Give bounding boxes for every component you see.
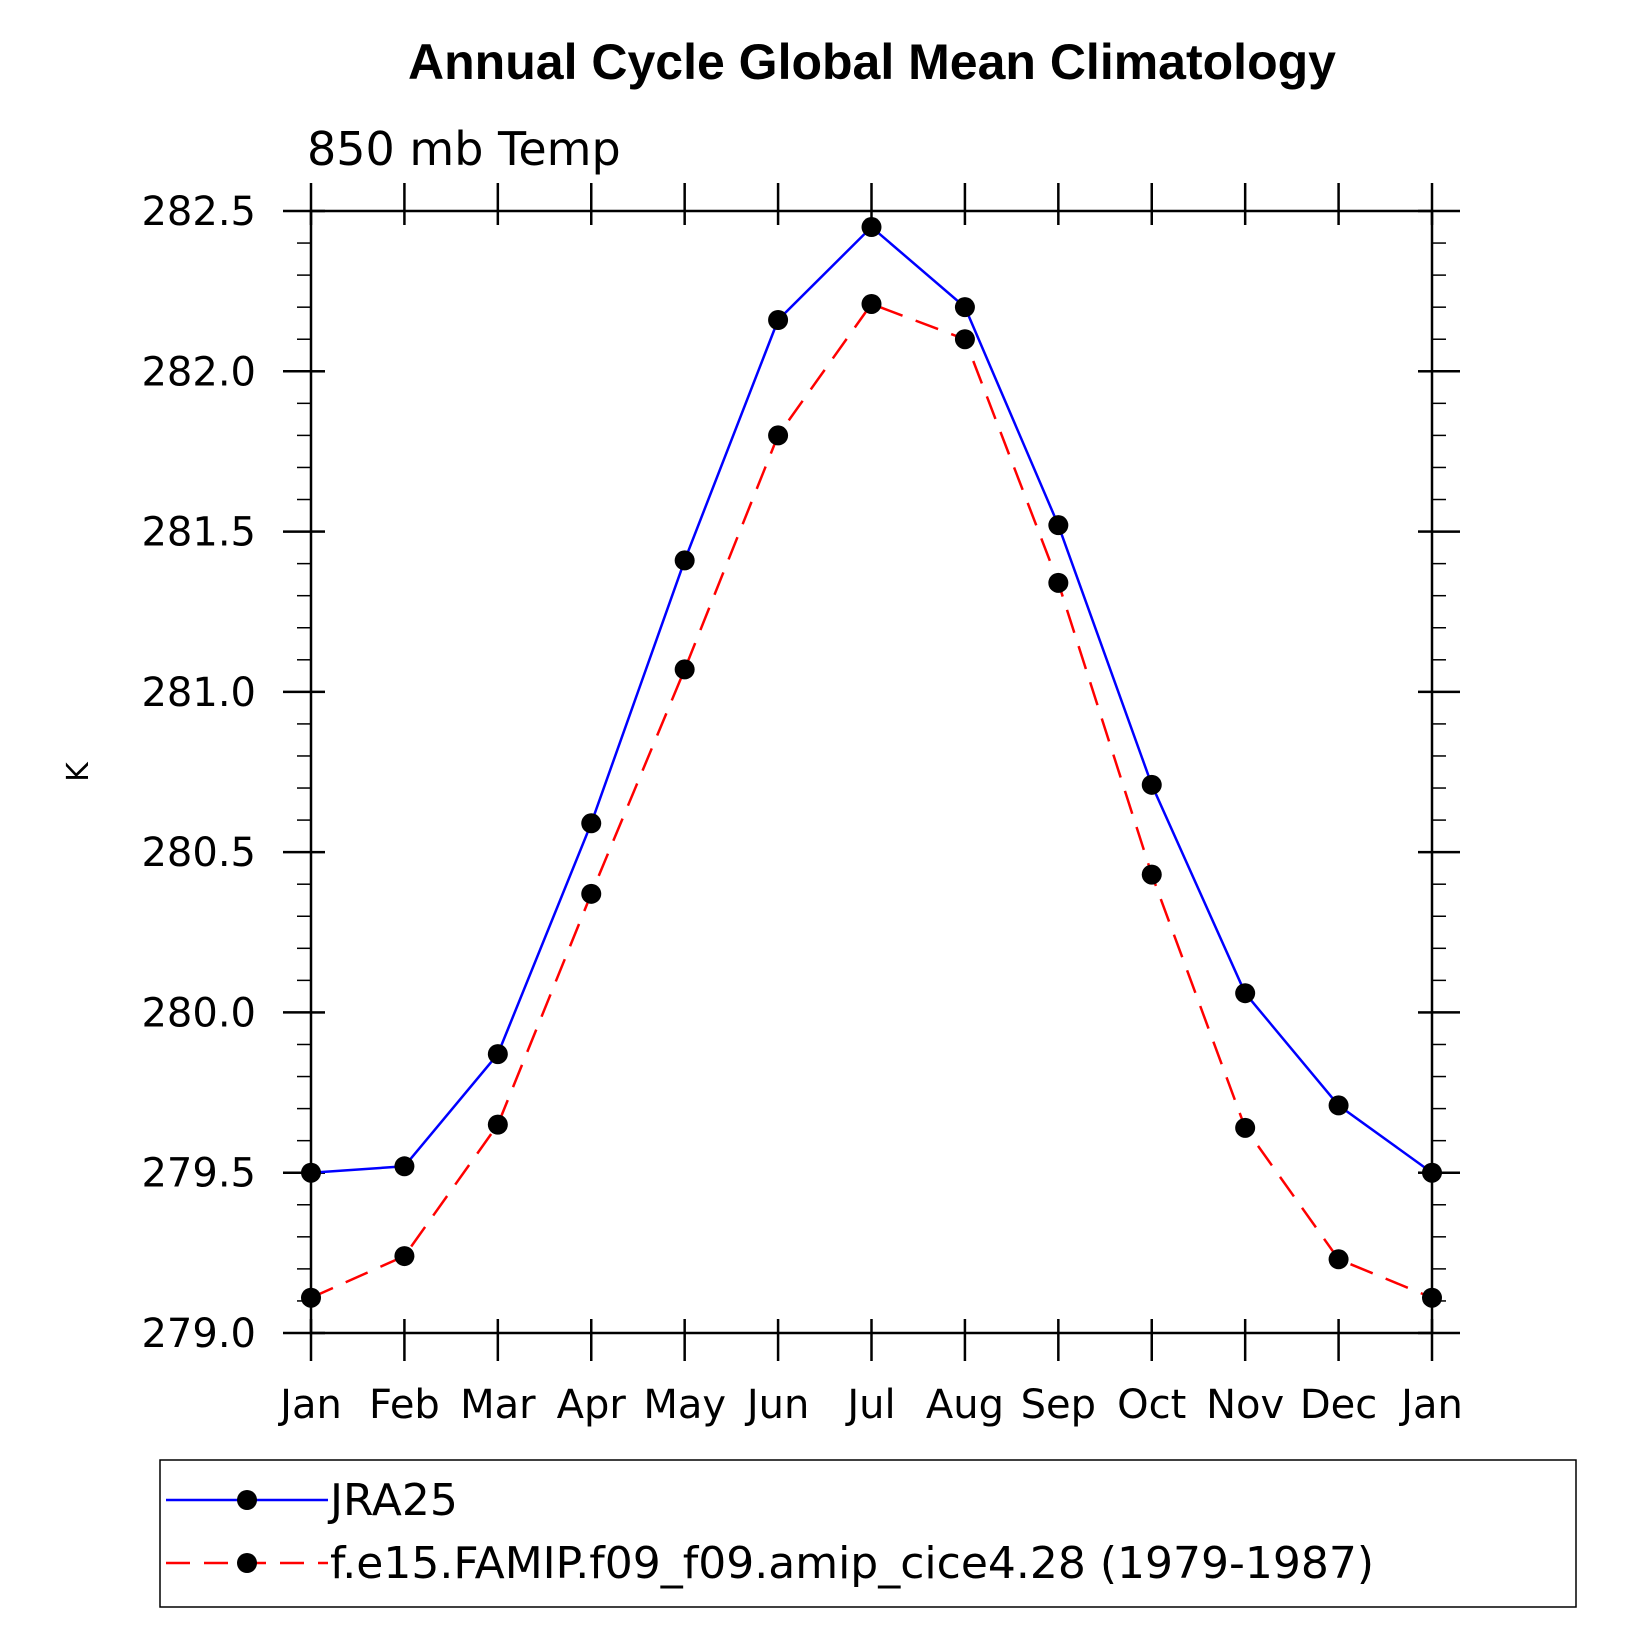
series-layer <box>301 217 1442 1308</box>
legend: JRA25 f.e15.FAMIP.f09_f09.amip_cice4.28 … <box>159 1459 1577 1608</box>
x-tick-label: Jun <box>744 1382 810 1428</box>
x-tick-label: Feb <box>369 1382 440 1428</box>
y-tick-label: 280.0 <box>141 990 256 1036</box>
y-tick-label: 279.0 <box>141 1311 256 1357</box>
data-point-series-1 <box>1422 1287 1442 1308</box>
legend-box <box>159 1459 1577 1608</box>
data-point-series-0 <box>301 1162 321 1183</box>
x-tick-label: Nov <box>1206 1382 1284 1428</box>
data-point-series-1 <box>1048 572 1069 593</box>
tick-labels: Jan Feb Mar Apr May Jun Jul Aug Sep Oct Nov Dec Jan 2… <box>141 189 1462 1428</box>
y-tick-label: 281.0 <box>141 670 256 716</box>
x-tick-label: Jan <box>1398 1382 1463 1428</box>
legend-label-famip: f.e15.FAMIP.f09_f09.amip_cice4.28 (1979-… <box>330 1538 1374 1589</box>
data-point-series-0 <box>954 297 975 318</box>
x-tick-label: Jul <box>844 1382 895 1428</box>
y-tick-label: 281.5 <box>141 510 256 556</box>
data-point-series-0 <box>674 550 695 571</box>
y-tick-label: 279.5 <box>141 1151 256 1197</box>
data-point-series-0 <box>1048 515 1069 536</box>
x-tick-label: May <box>643 1382 726 1428</box>
legend-marker-famip <box>237 1553 257 1573</box>
data-point-series-0 <box>394 1156 415 1177</box>
data-point-series-0 <box>768 309 789 330</box>
y-tick-label: 282.5 <box>141 189 256 235</box>
chart-subtitle: 850 mb Temp <box>307 122 621 176</box>
x-tick-label: Oct <box>1117 1382 1186 1428</box>
data-point-series-1 <box>301 1287 321 1308</box>
x-tick-label: Jan <box>277 1382 342 1428</box>
data-point-series-1 <box>394 1246 415 1267</box>
data-point-series-0 <box>861 217 882 238</box>
data-point-series-1 <box>487 1114 508 1135</box>
series-line-1 <box>310 302 1433 1299</box>
series-line-0 <box>310 225 1433 1174</box>
x-tick-label: Mar <box>460 1382 536 1428</box>
x-tick-label: Apr <box>557 1382 627 1428</box>
data-point-series-0 <box>1422 1162 1442 1183</box>
data-point-series-1 <box>1328 1249 1349 1270</box>
data-point-series-1 <box>1141 864 1162 885</box>
data-point-series-1 <box>861 293 882 314</box>
data-point-series-0 <box>487 1044 508 1065</box>
data-point-series-1 <box>674 659 695 680</box>
chart-title: Annual Cycle Global Mean Climatology <box>408 34 1336 90</box>
data-point-series-0 <box>1141 774 1162 795</box>
y-tick-label: 282.0 <box>141 349 256 395</box>
legend-marker-jra25 <box>237 1490 257 1510</box>
data-point-series-1 <box>581 883 602 904</box>
data-point-series-0 <box>581 813 602 834</box>
x-tick-label: Aug <box>926 1382 1004 1428</box>
x-tick-label: Sep <box>1021 1382 1096 1428</box>
data-point-series-1 <box>954 329 975 350</box>
data-point-series-0 <box>1328 1095 1349 1116</box>
plot-frame <box>309 209 1434 1335</box>
data-point-series-1 <box>1235 1117 1256 1138</box>
data-point-series-0 <box>1235 983 1256 1004</box>
x-tick-label: Dec <box>1300 1382 1377 1428</box>
y-axis-label: K <box>61 761 96 782</box>
legend-label-jra25: JRA25 <box>327 1475 458 1526</box>
axis-ticks <box>283 183 1460 1361</box>
y-tick-label: 280.5 <box>141 830 256 876</box>
data-point-series-1 <box>768 425 789 446</box>
plot-border <box>309 209 1434 1335</box>
